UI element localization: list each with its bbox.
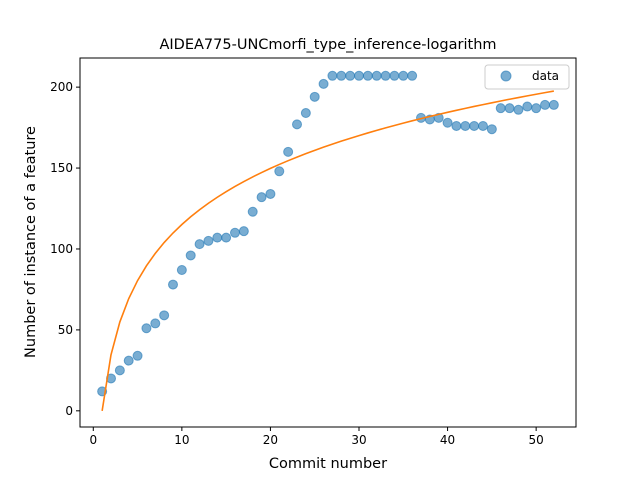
data-point [336, 70, 347, 81]
y-tick-label: 150 [50, 161, 73, 175]
data-point [407, 70, 418, 81]
data-point [540, 99, 550, 110]
data-point [247, 206, 258, 217]
data-point [531, 103, 542, 114]
plot-area [97, 70, 559, 411]
data-point [168, 279, 178, 290]
x-tick-label: 30 [351, 433, 366, 447]
y-tick-label: 0 [65, 404, 73, 418]
data-point [230, 227, 240, 238]
data-point [203, 235, 214, 246]
data-point [141, 323, 152, 334]
data-point [212, 232, 223, 243]
data-point [380, 70, 391, 81]
data-point [159, 310, 170, 321]
data-point [398, 70, 409, 81]
data-point [469, 120, 480, 131]
data-point [265, 188, 276, 199]
data-point [194, 239, 205, 250]
data-point [256, 192, 267, 203]
legend-marker [500, 70, 512, 82]
data-point [495, 103, 506, 114]
data-point [132, 350, 143, 361]
data-point [460, 120, 471, 131]
fit-line [101, 90, 554, 411]
data-point [513, 104, 524, 115]
data-point [389, 70, 400, 81]
data-point [548, 99, 559, 110]
data-point [442, 117, 453, 128]
data-point [327, 70, 338, 81]
legend: data [484, 64, 570, 90]
data-point [300, 108, 311, 119]
data-point [504, 103, 515, 114]
legend-label-data: data [532, 69, 559, 83]
chart-title: AIDEA775-UNCmorfi_type_inference-logarit… [159, 37, 496, 53]
data-point [150, 318, 161, 329]
data-point [176, 265, 187, 276]
data-point [221, 232, 232, 243]
x-tick-label: 20 [263, 433, 278, 447]
data-point [274, 166, 285, 177]
data-point [185, 250, 196, 261]
y-tick-label: 100 [50, 242, 73, 256]
data-point [114, 365, 125, 376]
data-point [292, 119, 302, 130]
x-axis: 0 10 20 30 40 50 [89, 427, 544, 447]
data-point [318, 78, 329, 89]
data-point [354, 70, 364, 81]
data-point [238, 226, 249, 237]
y-tick-label: 200 [50, 80, 73, 94]
x-tick-label: 10 [174, 433, 189, 447]
data-point [362, 70, 373, 81]
data-point [309, 91, 320, 102]
data-point [486, 124, 497, 135]
data-point [371, 70, 382, 81]
x-tick-label: 40 [440, 433, 455, 447]
axes-frame [79, 57, 577, 428]
data-point [283, 146, 294, 157]
data-point [451, 120, 462, 131]
x-tick-label: 0 [89, 433, 97, 447]
y-axis: 0 50 100 150 200 [50, 80, 80, 418]
data-point [345, 70, 356, 81]
data-point [123, 355, 134, 366]
y-tick-label: 50 [58, 323, 73, 337]
y-axis-label: Number of instance of a feature [23, 126, 39, 358]
x-axis-label: Commit number [269, 456, 387, 472]
x-tick-label: 50 [529, 433, 544, 447]
data-point [478, 120, 488, 131]
data-point [522, 101, 533, 112]
